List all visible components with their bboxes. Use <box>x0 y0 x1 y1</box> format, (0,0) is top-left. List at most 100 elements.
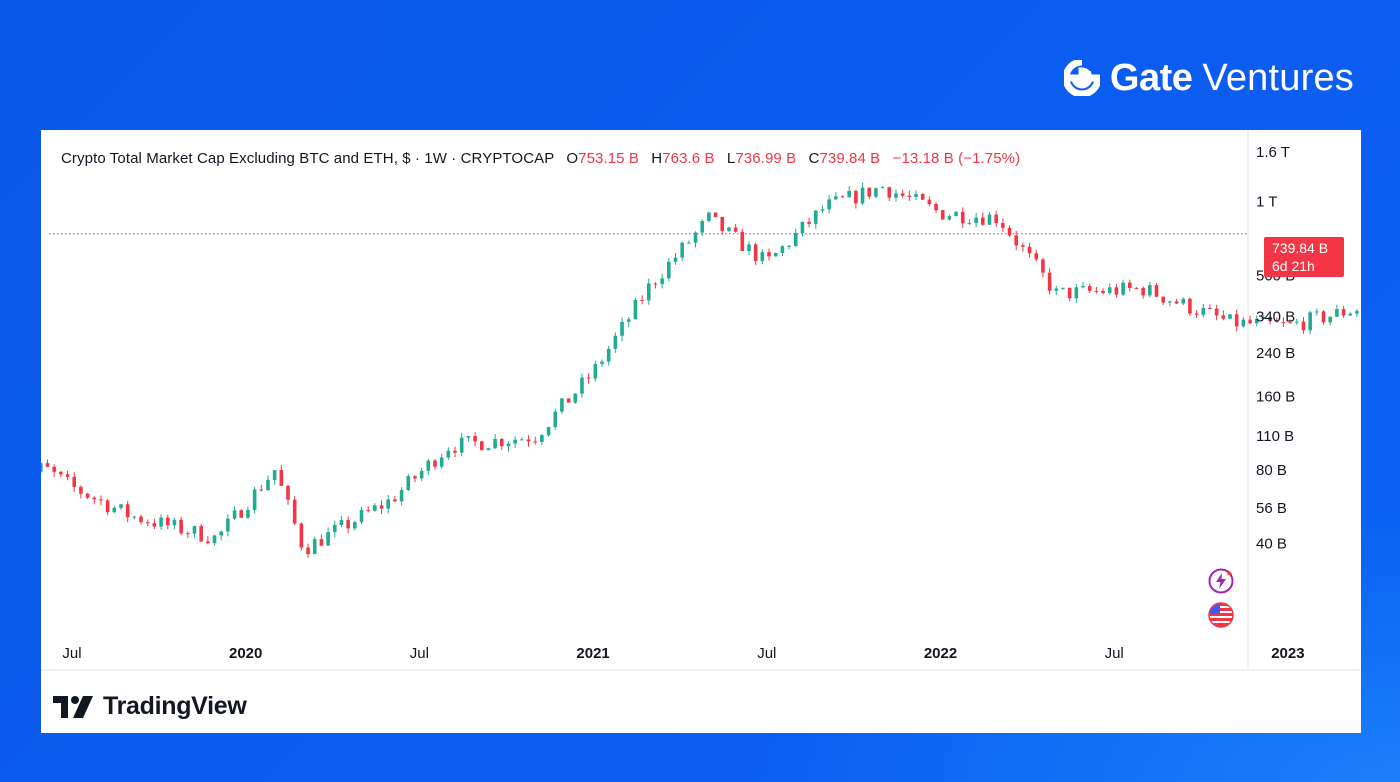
y-tick-label: 1.6 T <box>1256 144 1290 161</box>
candle-body <box>820 209 825 211</box>
candle-body <box>1081 286 1085 288</box>
candle <box>45 459 50 468</box>
candle <box>386 494 391 514</box>
candle-body <box>960 211 965 224</box>
candle <box>1061 287 1065 290</box>
candle-body <box>1121 282 1125 295</box>
candle-body <box>152 523 157 527</box>
candle <box>1261 315 1266 320</box>
candle-body <box>145 522 150 524</box>
candle-body <box>646 283 651 301</box>
candle-body <box>52 466 56 472</box>
candle-body <box>1054 288 1059 291</box>
candle-body <box>1268 316 1272 322</box>
candle-body <box>780 246 785 253</box>
candle <box>292 496 297 525</box>
candle-body <box>413 476 417 479</box>
candle-body <box>520 439 524 441</box>
y-tick-label: 340 B <box>1256 308 1295 325</box>
candle <box>1007 225 1012 238</box>
candle-body <box>286 485 290 500</box>
candle <box>720 216 725 235</box>
candle-body <box>620 321 624 336</box>
candle-body <box>105 500 110 513</box>
candle <box>1154 283 1159 298</box>
candle-body <box>1027 246 1032 254</box>
candle-body <box>92 497 97 500</box>
x-tick-label: 2023 <box>1271 645 1304 662</box>
candle <box>1148 281 1152 298</box>
candle-body <box>179 519 183 534</box>
candle-body <box>747 244 751 252</box>
tradingview-logo[interactable]: TradingView <box>53 692 247 721</box>
candle <box>346 516 350 534</box>
candle <box>981 212 985 226</box>
legend-open: 753.15 B <box>578 150 639 167</box>
candle-body <box>212 535 217 544</box>
candle-body <box>827 199 831 210</box>
candle <box>172 517 177 530</box>
candle <box>65 470 70 481</box>
candle-body <box>1201 307 1206 315</box>
candle <box>1168 300 1172 306</box>
candle <box>179 516 183 536</box>
candle <box>219 530 224 541</box>
candle-body <box>880 187 885 189</box>
candle <box>279 465 284 486</box>
candle-body <box>112 507 117 513</box>
candle <box>165 514 170 529</box>
candle <box>600 359 604 367</box>
candle <box>299 522 304 551</box>
candle-body <box>1248 319 1252 324</box>
candle-body <box>586 377 591 379</box>
candle <box>212 534 217 546</box>
candle-body <box>79 486 83 494</box>
candle <box>1341 305 1346 318</box>
candle-body <box>1328 316 1333 323</box>
candle-body <box>1341 309 1346 316</box>
candle-body <box>687 242 691 244</box>
candle <box>707 211 711 223</box>
candle <box>426 458 431 475</box>
candle-body <box>1174 301 1179 304</box>
candle <box>393 496 397 503</box>
candle <box>540 434 544 446</box>
candle-body <box>1208 307 1212 309</box>
candle-body <box>626 319 631 322</box>
candle <box>807 217 811 228</box>
candle <box>433 459 437 470</box>
candle-body <box>41 463 43 472</box>
candle <box>1248 315 1252 325</box>
candle-body <box>192 526 197 534</box>
us-flag-icon[interactable] <box>1208 602 1234 628</box>
candle <box>653 282 658 289</box>
candle-body <box>981 217 985 225</box>
candle <box>673 253 678 265</box>
candle <box>546 426 551 437</box>
candle <box>453 446 457 458</box>
candle <box>1194 310 1199 318</box>
candle <box>359 507 364 524</box>
candle-body <box>1001 223 1005 228</box>
candle <box>894 189 898 202</box>
candle-body <box>707 212 711 222</box>
candle-body <box>379 505 384 509</box>
candle-body <box>1194 313 1199 315</box>
candle <box>132 515 137 520</box>
candle <box>1054 286 1059 296</box>
candle-body <box>606 348 611 362</box>
candle-body <box>733 227 738 232</box>
candle <box>119 504 123 510</box>
gate-logo-icon <box>1063 60 1100 96</box>
candle-body <box>720 216 725 231</box>
candle <box>199 523 203 543</box>
candle-body <box>533 441 537 443</box>
candle-body <box>1335 309 1339 317</box>
candle-body <box>1107 287 1112 294</box>
candle <box>526 435 531 447</box>
candle-body <box>1007 227 1012 236</box>
lightning-icon[interactable] <box>1208 568 1234 594</box>
candle-body <box>553 411 558 428</box>
chart-legend: Crypto Total Market Cap Excluding BTC an… <box>61 150 1028 167</box>
